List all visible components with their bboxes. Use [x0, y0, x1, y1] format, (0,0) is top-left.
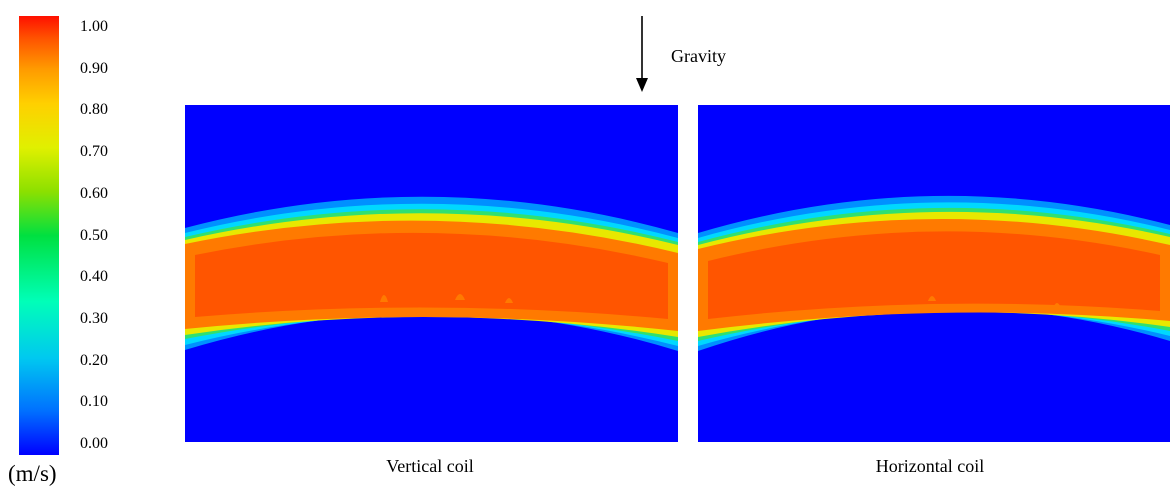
colorbar-tick-label: 0.90 [80, 60, 108, 77]
colorbar-tick-label: 0.00 [80, 435, 108, 452]
horizontal-coil-caption: Horizontal coil [875, 456, 985, 476]
colorbar-tick-label: 1.00 [80, 18, 108, 35]
colorbar-tick-label: 0.10 [80, 393, 108, 410]
colorbar-unit-label: (m/s) [8, 461, 57, 486]
colorbar-tick-label: 0.80 [80, 101, 108, 118]
colorbar-tick-label: 0.20 [80, 352, 108, 369]
vertical-coil-velocity-contour [185, 105, 678, 442]
vertical-coil-caption: Vertical coil [386, 456, 474, 476]
colorbar-tick-label: 0.70 [80, 143, 108, 160]
velocity-colorbar [19, 16, 59, 455]
colorbar-tick-label: 0.60 [80, 185, 108, 202]
gravity-label: Gravity [671, 46, 726, 66]
horizontal-coil-velocity-contour [698, 105, 1170, 442]
colorbar-tick-label: 0.50 [80, 227, 108, 244]
colorbar-tick-label: 0.30 [80, 310, 108, 327]
colorbar-tick-label: 0.40 [80, 268, 108, 285]
gravity-arrow-icon [636, 16, 648, 92]
